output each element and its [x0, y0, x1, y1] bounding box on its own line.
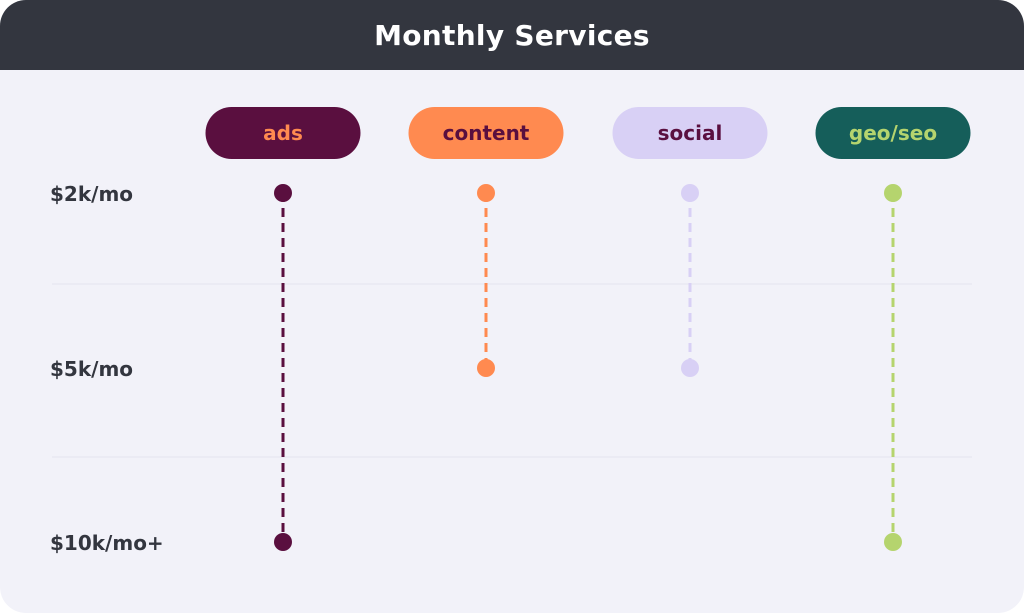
chart-header: Monthly Services	[0, 0, 1024, 70]
category-label-social: social	[658, 121, 723, 145]
category-pill-ads: ads	[205, 107, 361, 159]
range-end-point-geo-seo	[884, 533, 902, 551]
category-pill-bg	[612, 107, 768, 159]
category-label-geo-seo: geo/seo	[849, 121, 937, 145]
level-label-10k-mo: $10k/mo+	[50, 531, 164, 555]
range-start-point-ads	[274, 184, 292, 202]
level-label-2k-mo: $2k/mo	[50, 182, 133, 206]
category-pill-bg	[815, 107, 971, 159]
category-pill-social: social	[612, 107, 768, 159]
range-start-point-social	[681, 184, 699, 202]
category-pill-content: content	[408, 107, 564, 159]
range-start-point-content	[477, 184, 495, 202]
category-label-ads: ads	[263, 121, 303, 145]
category-pill-bg	[408, 107, 564, 159]
range-end-point-content	[477, 359, 495, 377]
category-pill-geo-seo: geo/seo	[815, 107, 971, 159]
level-label-5k-mo: $5k/mo	[50, 357, 133, 381]
category-pill-bg	[205, 107, 361, 159]
range-end-point-ads	[274, 533, 292, 551]
range-end-point-social	[681, 359, 699, 377]
category-label-content: content	[443, 121, 530, 145]
range-start-point-geo-seo	[884, 184, 902, 202]
chart-title: Monthly Services	[374, 18, 650, 52]
